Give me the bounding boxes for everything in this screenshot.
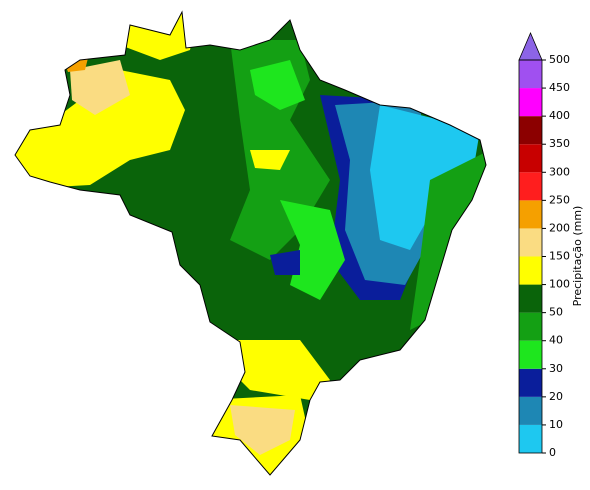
colorbar-tick-label: 350	[549, 137, 570, 150]
colorbar-tick-label: 50	[549, 306, 563, 319]
colorbar-segment	[519, 340, 542, 369]
colorbar-segment	[519, 200, 542, 229]
colorbar-segment	[519, 116, 542, 145]
colorbar-tick-label: 250	[549, 193, 570, 206]
colorbar-segment	[519, 312, 542, 341]
colorbar-extend	[518, 31, 543, 61]
colorbar-tick-label: 200	[549, 221, 570, 234]
colorbar-segment	[519, 60, 542, 89]
colorbar-tick-label: 150	[549, 250, 570, 263]
colorbar-segment	[519, 228, 542, 257]
colorbar-tick-label: 400	[549, 109, 570, 122]
colorbar-tick-label: 450	[549, 81, 570, 94]
colorbar-segment	[519, 88, 542, 117]
colorbar-tick-label: 30	[549, 362, 563, 375]
colorbar-segment	[519, 144, 542, 173]
colorbar-segment	[519, 172, 542, 201]
colorbar-tick-label: 0	[549, 446, 556, 459]
colorbar-tick-label: 300	[549, 165, 570, 178]
colorbar-tick-label: 40	[549, 334, 563, 347]
colorbar-segment	[519, 256, 542, 285]
colorbar-segment	[519, 424, 542, 453]
colorbar-tick-label: 10	[549, 418, 563, 431]
colorbar-segment	[519, 396, 542, 425]
colorbar-label: Precipitação (mm)	[571, 206, 584, 307]
colorbar-tick-label: 20	[549, 390, 563, 403]
colorbar-tick-label: 100	[549, 278, 570, 291]
precipitation-map	[15, 12, 486, 475]
colorbar-segment	[519, 368, 542, 397]
colorbar-tick-label: 500	[549, 53, 570, 66]
colorbar-segment	[519, 284, 542, 313]
colorbar: 0 10 20 30 40 50 100 150 200 250 300 350 400 450 500	[518, 31, 570, 459]
